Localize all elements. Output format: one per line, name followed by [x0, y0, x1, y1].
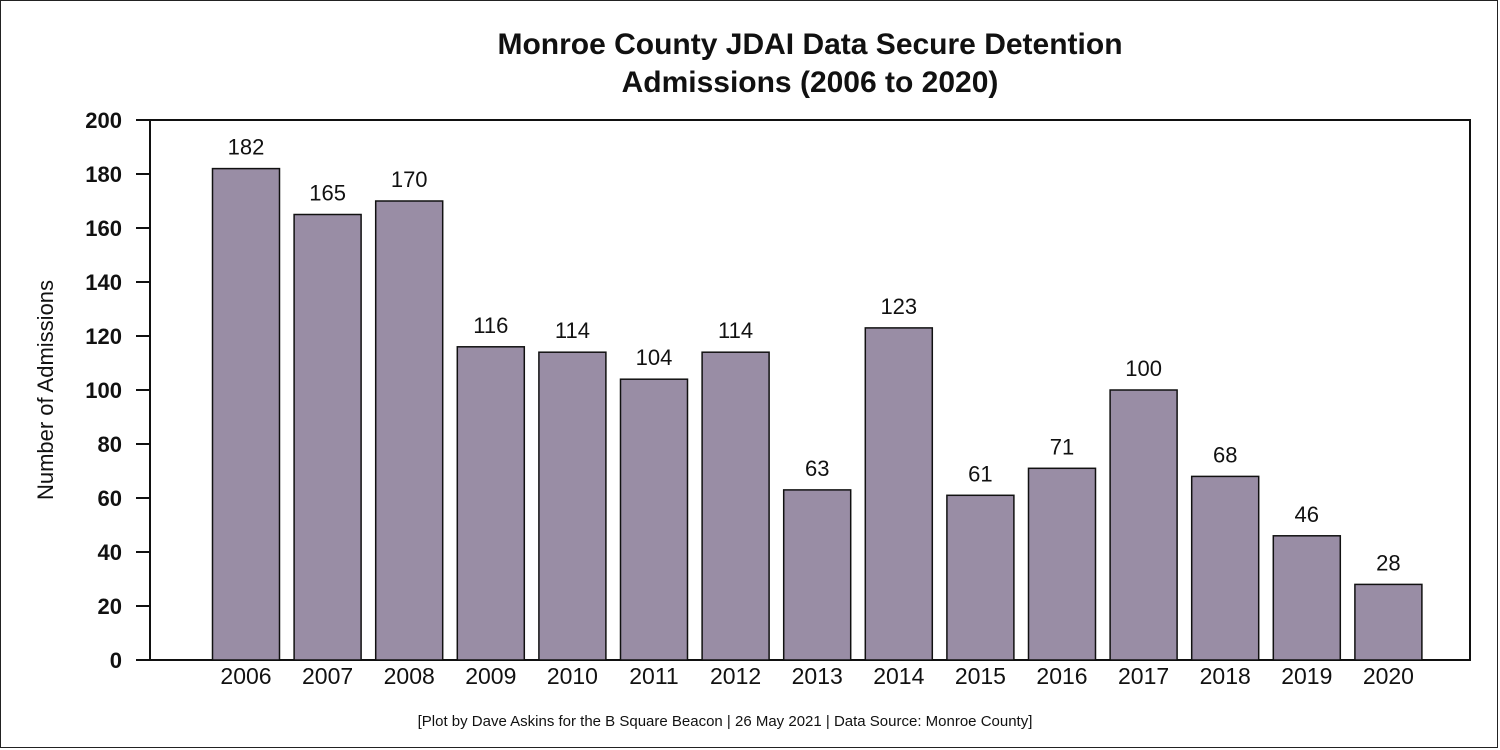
- y-tick-label: 80: [98, 432, 122, 457]
- data-label-2017: 100: [1125, 356, 1162, 381]
- x-tick-label-2006: 2006: [220, 663, 271, 689]
- x-tick-label-2015: 2015: [955, 663, 1006, 689]
- y-tick-label: 140: [85, 270, 122, 295]
- data-label-2020: 28: [1376, 550, 1400, 575]
- bar-2016: [1027, 467, 1097, 661]
- y-tick-label: 100: [85, 378, 122, 403]
- data-label-2010: 114: [555, 318, 590, 343]
- bars: 182 165 170 116 114 104 114 63 123 61 71 100 68 46 28: [211, 135, 1423, 661]
- x-tick-label-2012: 2012: [710, 663, 761, 689]
- chart-title-line-1: Monroe County JDAI Data Secure Detention: [497, 28, 1122, 61]
- bar-2013: [782, 489, 852, 661]
- bar-2020: [1354, 583, 1423, 661]
- x-tick-label-2020: 2020: [1363, 663, 1414, 689]
- bar-2008: [374, 200, 444, 661]
- x-tick-label-2017: 2017: [1118, 663, 1169, 689]
- chart-title-line-2: Admissions (2006 to 2020): [622, 66, 999, 99]
- x-tick-label-2014: 2014: [873, 663, 924, 689]
- x-tick-label-2011: 2011: [629, 663, 678, 689]
- x-axis: 2006 2007 2008 2009 2010 2011 2012 2013 2014 2015…: [220, 663, 1414, 689]
- y-tick-label: 160: [85, 216, 122, 241]
- x-tick-label-2009: 2009: [465, 663, 516, 689]
- bar-2009: [456, 346, 526, 661]
- bar-2014: [864, 327, 934, 661]
- data-label-2013: 63: [805, 456, 829, 481]
- y-tick-label: 20: [98, 594, 122, 619]
- x-tick-label-2013: 2013: [792, 663, 843, 689]
- y-tick-label: 0: [110, 648, 122, 673]
- x-tick-label-2008: 2008: [384, 663, 435, 689]
- data-label-2012: 114: [718, 318, 753, 343]
- bar-2015: [946, 494, 1015, 661]
- y-axis-label: Number of Admissions: [33, 280, 58, 500]
- data-label-2015: 61: [968, 461, 992, 486]
- y-axis: 0 20 40 60 80 100 120 140 160 180 200: [85, 108, 150, 673]
- data-label-2011: 104: [636, 345, 673, 370]
- x-tick-label-2010: 2010: [547, 663, 598, 689]
- bar-2006: [211, 167, 281, 661]
- y-tick-label: 40: [98, 540, 122, 565]
- y-tick-label: 180: [85, 162, 122, 187]
- bar-2010: [538, 351, 607, 661]
- bar-2012: [701, 351, 770, 661]
- data-label-2007: 165: [309, 181, 346, 206]
- data-label-2014: 123: [880, 294, 917, 319]
- bar-2018: [1190, 475, 1260, 661]
- data-label-2009: 116: [473, 313, 508, 338]
- x-tick-label-2007: 2007: [302, 663, 353, 689]
- bar-2011: [619, 378, 689, 661]
- y-tick-label: 200: [85, 108, 122, 133]
- x-tick-label-2018: 2018: [1200, 663, 1251, 689]
- bar-2017: [1109, 389, 1178, 661]
- x-tick-label-2019: 2019: [1281, 663, 1332, 689]
- x-tick-label-2016: 2016: [1036, 663, 1087, 689]
- chart-caption: [Plot by Dave Askins for the B Square Be…: [418, 713, 1033, 730]
- y-tick-label: 60: [98, 486, 122, 511]
- data-label-2019: 46: [1295, 502, 1319, 527]
- bar-2007: [293, 213, 362, 661]
- data-label-2008: 170: [391, 167, 428, 192]
- y-tick-label: 120: [85, 324, 122, 349]
- data-label-2016: 71: [1050, 434, 1074, 459]
- bar-2019: [1272, 535, 1342, 661]
- data-label-2006: 182: [228, 135, 265, 160]
- data-label-2018: 68: [1213, 442, 1237, 467]
